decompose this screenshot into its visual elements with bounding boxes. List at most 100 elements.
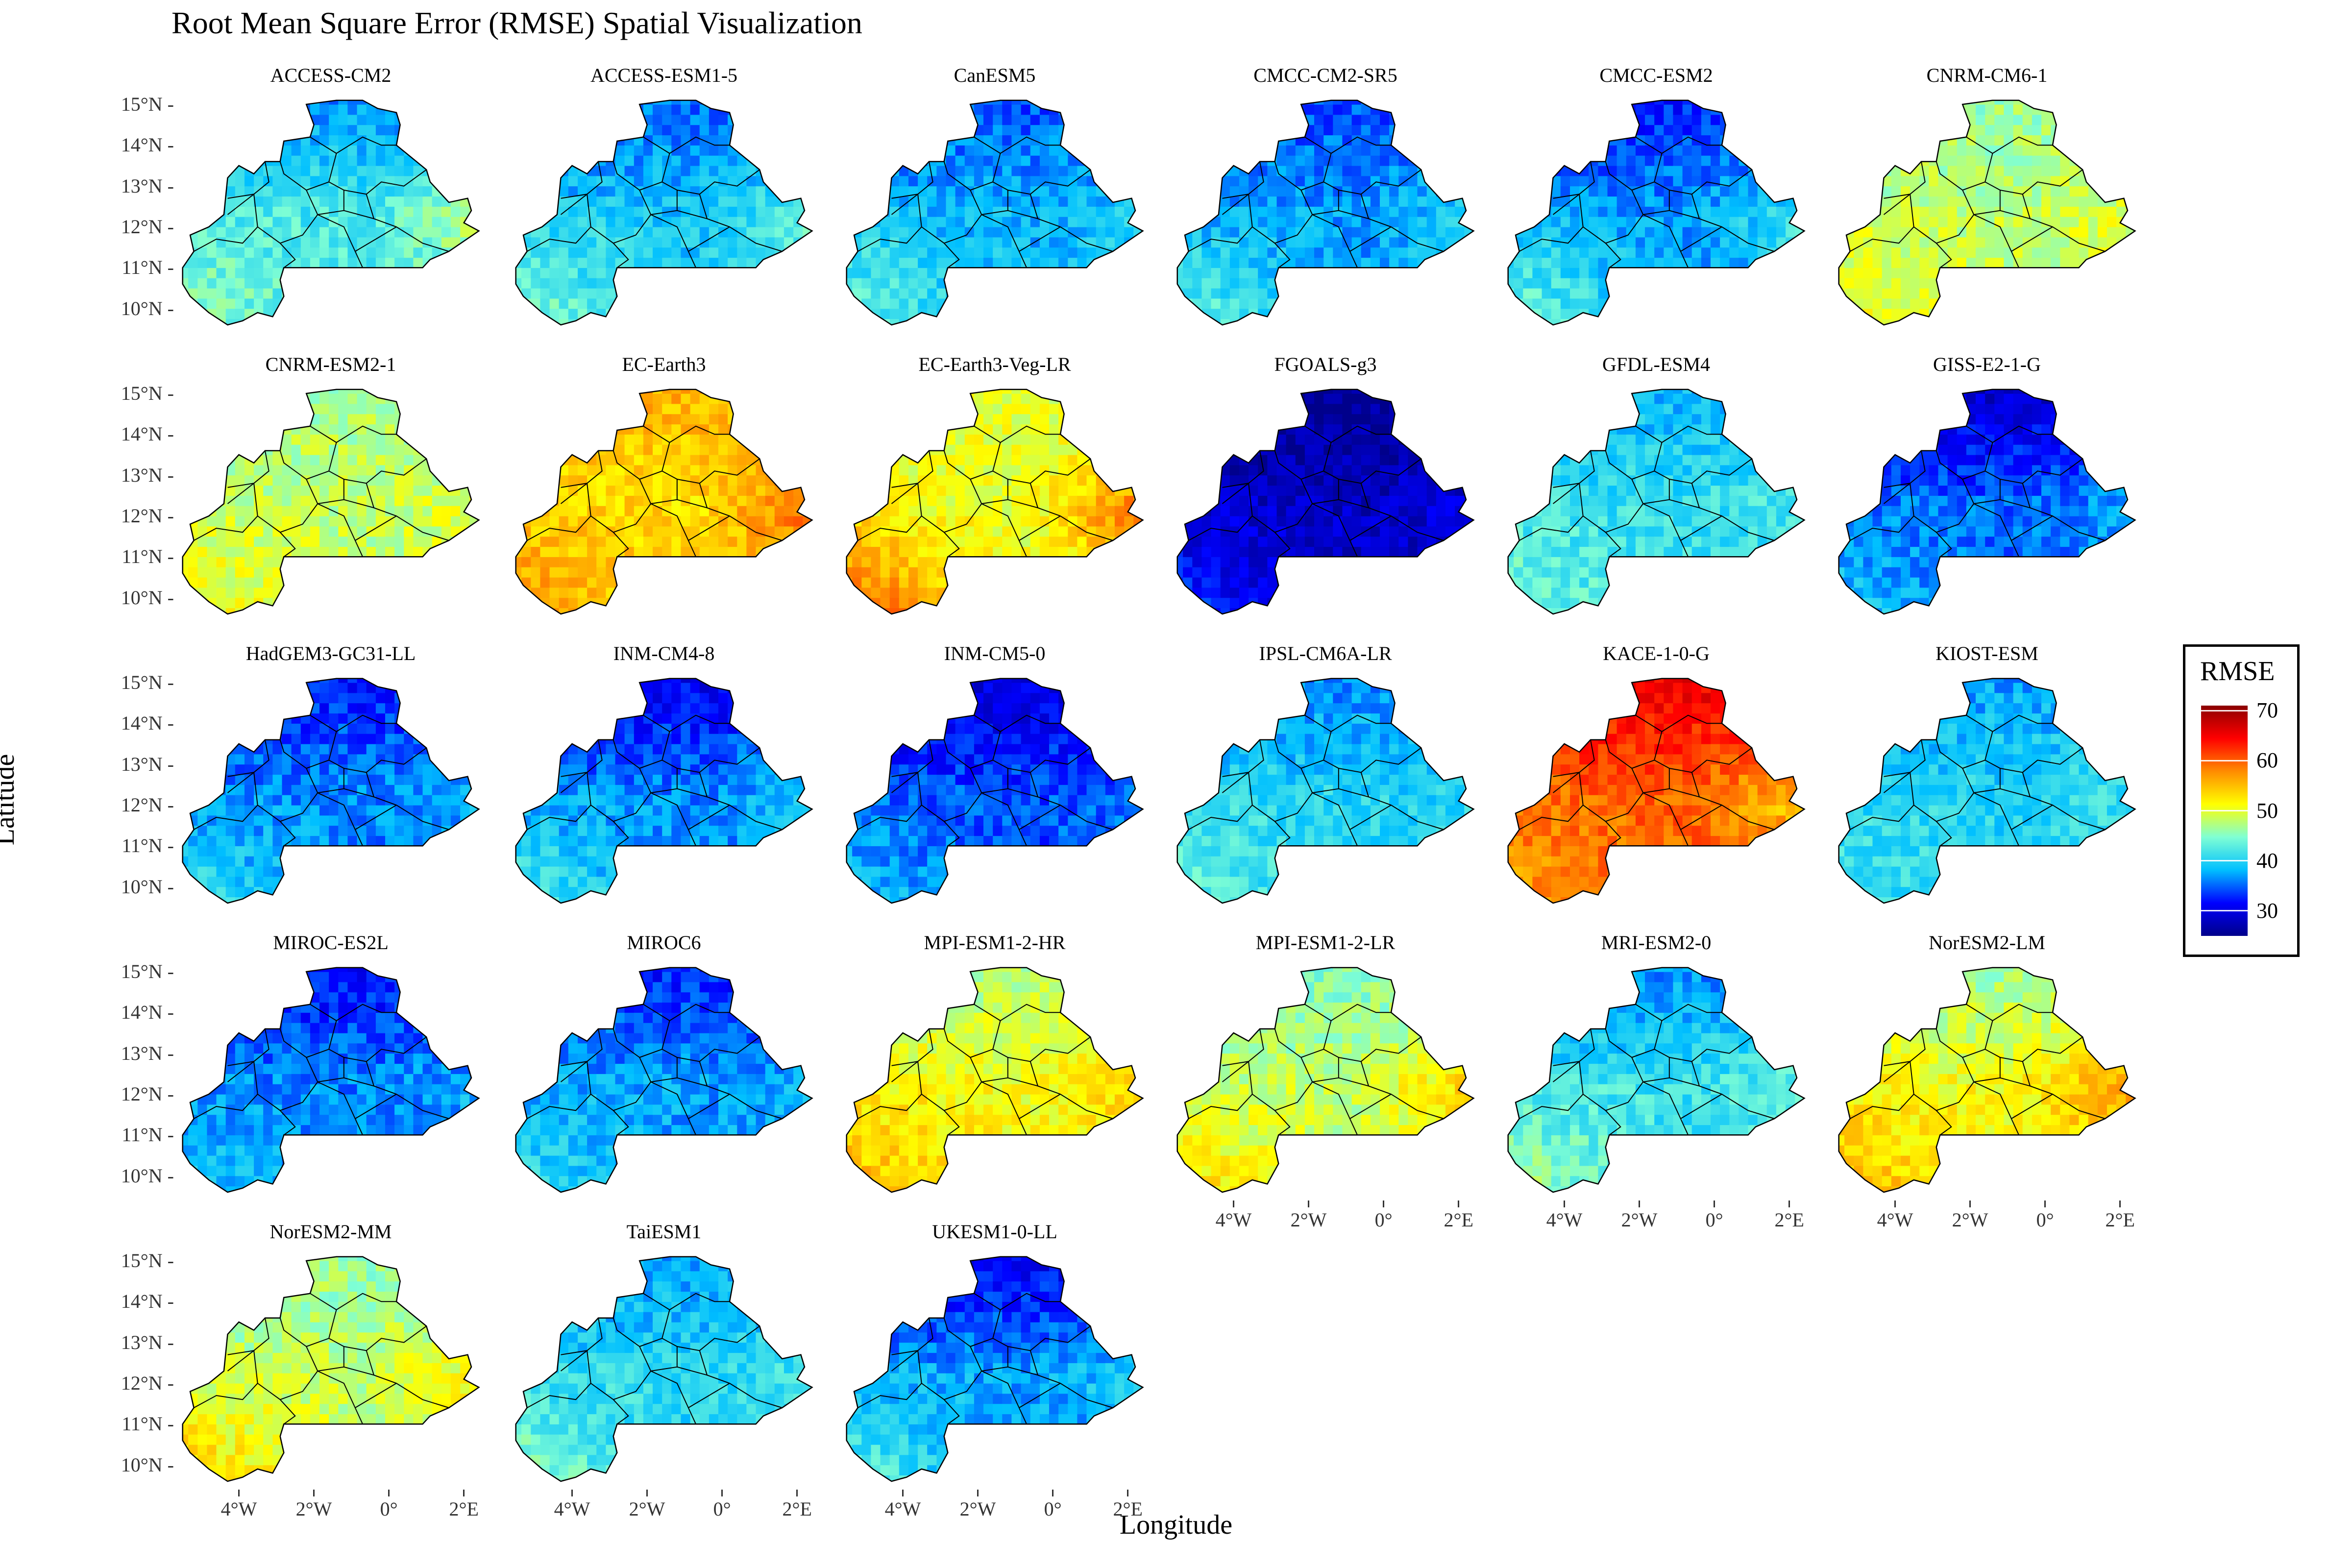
raster-cell bbox=[1929, 217, 1939, 227]
raster-cell bbox=[1314, 237, 1324, 248]
raster-cell bbox=[1776, 298, 1786, 309]
raster-cell bbox=[927, 268, 937, 278]
raster-cell bbox=[188, 268, 198, 278]
raster-cell bbox=[908, 217, 918, 227]
raster-cell bbox=[718, 166, 728, 176]
raster-cell bbox=[188, 217, 198, 227]
raster-cell bbox=[880, 145, 890, 156]
raster-cell bbox=[852, 196, 862, 207]
raster-cell bbox=[254, 577, 264, 588]
raster-cell bbox=[1560, 166, 1570, 176]
raster-cell bbox=[188, 166, 198, 176]
region-border bbox=[1654, 136, 1722, 182]
raster-cell bbox=[1985, 114, 1995, 125]
raster-cell bbox=[1729, 308, 1739, 319]
raster-cell bbox=[908, 278, 918, 289]
raster-cell bbox=[2088, 318, 2098, 325]
raster-cell bbox=[272, 135, 283, 146]
raster-cell bbox=[899, 145, 909, 156]
raster-cell bbox=[964, 155, 975, 166]
raster-cell bbox=[216, 135, 226, 146]
raster-cell bbox=[643, 145, 653, 156]
raster-cell bbox=[2107, 318, 2117, 325]
raster-cell bbox=[927, 308, 937, 319]
raster-cell bbox=[1551, 135, 1561, 146]
raster-cell bbox=[272, 393, 283, 404]
raster-cell bbox=[1258, 217, 1268, 227]
raster-cell bbox=[404, 298, 414, 309]
raster-cell bbox=[1682, 100, 1692, 105]
raster-cell bbox=[936, 257, 947, 268]
raster-cell bbox=[291, 155, 301, 166]
raster-cell bbox=[460, 268, 470, 278]
raster-cell bbox=[2116, 166, 2126, 176]
raster-cell bbox=[319, 247, 329, 258]
raster-cell bbox=[1464, 247, 1474, 258]
raster-cell bbox=[1711, 145, 1720, 156]
raster-cell bbox=[908, 247, 918, 258]
raster-cell bbox=[319, 257, 329, 268]
raster-cell bbox=[1532, 298, 1543, 309]
raster-cell bbox=[2060, 217, 2070, 227]
raster-cell bbox=[1711, 318, 1720, 325]
raster-cell bbox=[615, 298, 625, 309]
raster-cell bbox=[300, 175, 311, 187]
raster-cell bbox=[469, 278, 479, 289]
raster-cell bbox=[1598, 166, 1608, 176]
raster-cell bbox=[1192, 206, 1202, 217]
raster-cell bbox=[681, 145, 691, 156]
raster-cell bbox=[1143, 217, 1147, 227]
raster-cell bbox=[432, 298, 442, 309]
raster-cell bbox=[1342, 288, 1352, 299]
raster-cell bbox=[300, 114, 311, 125]
raster-cell bbox=[1249, 237, 1258, 248]
raster-cell bbox=[936, 318, 947, 325]
raster-cell bbox=[606, 100, 616, 105]
raster-cell bbox=[1720, 247, 1730, 258]
raster-cell bbox=[1711, 257, 1720, 268]
raster-cell bbox=[1021, 100, 1031, 105]
raster-cell bbox=[329, 124, 339, 136]
raster-cell bbox=[2051, 318, 2060, 325]
raster-cell bbox=[272, 536, 283, 547]
raster-cell bbox=[450, 217, 461, 227]
raster-cell bbox=[197, 257, 207, 268]
raster-cell bbox=[1211, 247, 1221, 258]
raster-cell bbox=[1947, 206, 1958, 217]
raster-cell bbox=[282, 278, 292, 289]
raster-cell bbox=[993, 124, 1003, 136]
raster-cell bbox=[1133, 268, 1143, 278]
raster-cell bbox=[1872, 166, 1883, 176]
raster-cell bbox=[450, 257, 461, 268]
raster-cell bbox=[756, 186, 766, 197]
raster-cell bbox=[441, 227, 451, 238]
raster-cell bbox=[1445, 186, 1455, 197]
raster-cell bbox=[300, 217, 311, 227]
raster-cell bbox=[441, 104, 451, 115]
raster-cell bbox=[681, 227, 691, 238]
raster-cell bbox=[1854, 166, 1863, 176]
raster-cell bbox=[1220, 308, 1230, 319]
raster-cell bbox=[245, 135, 254, 146]
raster-cell bbox=[1183, 135, 1193, 146]
raster-cell bbox=[1096, 318, 1106, 325]
raster-cell bbox=[955, 247, 965, 258]
raster-cell bbox=[1682, 155, 1692, 166]
raster-cell bbox=[1891, 247, 1901, 258]
raster-cell bbox=[1804, 206, 1808, 217]
raster-cell bbox=[1664, 247, 1673, 258]
raster-cell bbox=[1635, 318, 1645, 325]
raster-cell bbox=[1508, 237, 1514, 248]
raster-cell bbox=[2004, 124, 2014, 136]
raster-cell bbox=[662, 237, 672, 248]
raster-cell bbox=[1748, 227, 1758, 238]
raster-cell bbox=[1380, 288, 1390, 299]
raster-cell bbox=[1143, 309, 1147, 319]
raster-cell bbox=[1380, 100, 1390, 105]
raster-cell bbox=[521, 155, 531, 166]
raster-cell bbox=[1342, 318, 1352, 325]
raster-cell bbox=[1598, 186, 1608, 197]
raster-cell bbox=[1030, 308, 1040, 319]
raster-cell bbox=[596, 288, 606, 299]
raster-cell bbox=[272, 475, 283, 486]
